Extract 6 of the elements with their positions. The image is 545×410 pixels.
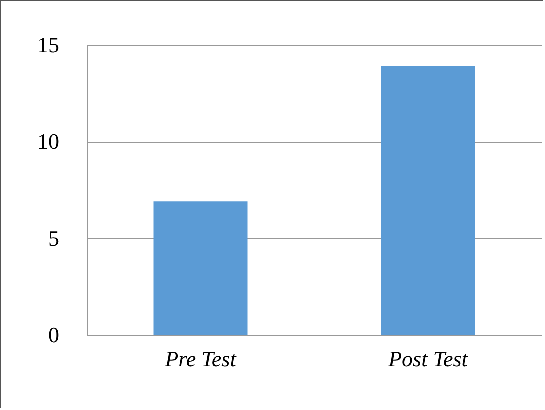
y-tick-label: 5 xyxy=(48,226,60,251)
x-tick-label: Pre Test xyxy=(164,346,238,372)
y-tick-label: 10 xyxy=(38,129,60,154)
y-tick-label: 0 xyxy=(48,322,60,348)
y-tick-label: 15 xyxy=(38,32,60,58)
x-tick-label: Post Test xyxy=(388,346,469,372)
